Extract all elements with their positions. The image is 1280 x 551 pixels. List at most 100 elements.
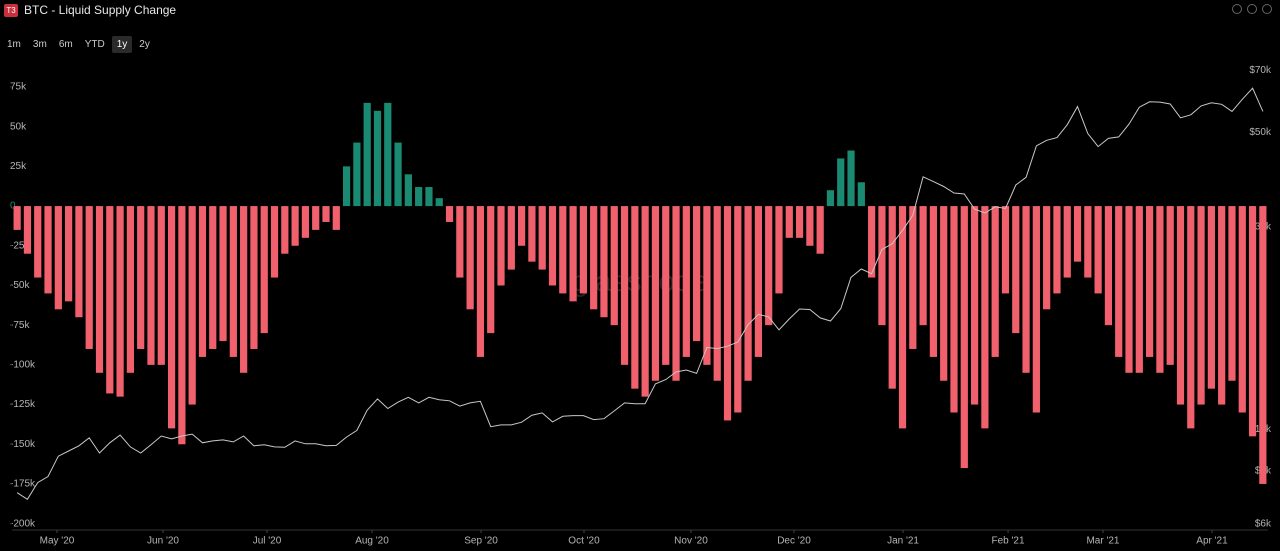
bar — [1022, 206, 1030, 373]
bar — [1259, 206, 1267, 484]
x-tick-label: Sep '20 — [464, 536, 498, 547]
bar — [301, 206, 310, 238]
bar — [878, 206, 886, 326]
bar — [631, 206, 639, 389]
bar — [260, 206, 268, 334]
bar — [1187, 206, 1195, 429]
bar — [734, 206, 742, 413]
x-tick-label: Aug '20 — [355, 536, 389, 547]
settings-icon[interactable] — [1247, 4, 1257, 14]
bar — [1176, 206, 1185, 405]
bar — [919, 206, 927, 326]
bar — [1248, 206, 1257, 437]
x-tick-label: Mar '21 — [1086, 536, 1119, 547]
bar — [1238, 206, 1246, 413]
y-tick-label: -25k — [10, 240, 30, 251]
bar — [682, 206, 690, 357]
range-button[interactable]: 3m — [32, 39, 47, 50]
range-button[interactable]: YTD — [84, 39, 105, 50]
bar — [970, 206, 979, 405]
bar — [137, 206, 145, 349]
bar — [65, 206, 73, 302]
range-button[interactable]: 2y — [139, 39, 150, 50]
y-tick-label: 75k — [10, 82, 27, 93]
bar — [950, 206, 958, 413]
bar — [559, 206, 567, 294]
bar — [1125, 206, 1133, 373]
bar — [85, 206, 93, 349]
bar — [75, 206, 83, 318]
bar — [1043, 206, 1051, 310]
x-tick-label: Jul '20 — [253, 536, 282, 547]
range-button[interactable]: 1m — [7, 39, 21, 50]
bar — [415, 187, 423, 207]
bar — [312, 206, 320, 230]
bar — [1073, 206, 1082, 262]
bar — [353, 142, 361, 207]
bar — [579, 206, 587, 294]
bar — [116, 206, 124, 397]
bar — [167, 206, 176, 429]
range-button[interactable]: 1y — [111, 36, 133, 53]
bar — [106, 206, 114, 394]
price-line — [16, 87, 1264, 500]
bar — [1166, 206, 1174, 365]
bar — [404, 174, 412, 207]
x-tick-label: Feb '21 — [992, 536, 1025, 547]
bar — [868, 206, 876, 278]
bar — [600, 206, 608, 318]
bar — [754, 206, 762, 357]
bar — [960, 206, 968, 469]
y-tick-label: -200k — [10, 518, 36, 529]
bar — [384, 102, 392, 207]
bar — [95, 206, 104, 373]
bar — [610, 206, 618, 326]
range-button[interactable]: 6m — [58, 39, 73, 50]
bar — [713, 206, 721, 381]
bar — [620, 206, 629, 365]
bar — [157, 206, 165, 365]
bar — [487, 206, 495, 334]
bar — [332, 206, 340, 230]
x-tick-label: Dec '20 — [777, 536, 811, 547]
bar — [1228, 206, 1236, 381]
y-tick-label: -125k — [10, 399, 36, 410]
bar — [1001, 206, 1010, 294]
bar — [641, 206, 649, 397]
bar — [394, 142, 402, 207]
bar — [188, 206, 196, 405]
x-tick-label: May '20 — [40, 536, 75, 547]
bar — [281, 206, 289, 254]
bar — [991, 206, 999, 357]
bar — [1115, 206, 1123, 357]
bar — [940, 206, 948, 381]
x-tick-label: Jun '20 — [147, 536, 179, 547]
bar — [548, 206, 557, 286]
bar — [528, 206, 536, 262]
x-tick-label: Jan '21 — [887, 536, 919, 547]
bar — [435, 198, 443, 207]
y-tick-label: -100k — [10, 360, 36, 371]
bar — [806, 206, 814, 246]
bar — [476, 206, 485, 357]
bar — [765, 206, 773, 326]
bar — [590, 206, 598, 310]
bar — [147, 206, 155, 365]
bar — [445, 206, 454, 222]
bar — [518, 206, 526, 246]
bar — [1197, 206, 1205, 405]
bar — [1104, 206, 1113, 326]
bar — [219, 206, 227, 342]
y-tick-label: -150k — [10, 439, 36, 450]
bar — [898, 206, 907, 429]
zoom-icon[interactable] — [1232, 4, 1242, 14]
bar — [857, 182, 865, 207]
bar — [13, 206, 21, 230]
y2-tick-label: $6k — [1255, 518, 1272, 529]
bar — [250, 206, 258, 349]
y-tick-label: -175k — [10, 479, 36, 490]
range-buttons: 1m 3m 6m YTD 1y 2y — [2, 36, 155, 53]
info-icon[interactable] — [1262, 4, 1272, 14]
bar — [651, 206, 660, 381]
